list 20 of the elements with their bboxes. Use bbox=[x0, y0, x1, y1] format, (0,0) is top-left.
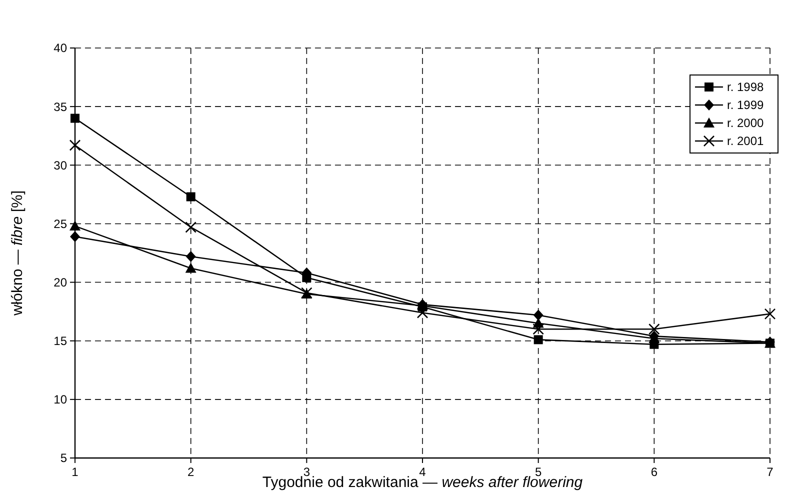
x-tick-label: 3 bbox=[303, 465, 310, 479]
y-tick-label: 20 bbox=[54, 275, 68, 290]
y-tick-label: 5 bbox=[60, 451, 68, 466]
legend-label: r. 1999 bbox=[727, 98, 764, 112]
x-tick-label: 7 bbox=[766, 465, 774, 479]
x-tick-label: 4 bbox=[419, 465, 426, 479]
y-tick-label: 40 bbox=[54, 41, 68, 56]
x-tick-label: 6 bbox=[650, 465, 658, 479]
x-tick-label: 5 bbox=[534, 465, 542, 479]
x-tick-label: 1 bbox=[72, 465, 79, 479]
x-tick-label: 2 bbox=[187, 465, 194, 479]
y-tick-label: 30 bbox=[54, 158, 68, 172]
y-tick-label: 10 bbox=[54, 392, 68, 407]
legend-label: r. 1998 bbox=[727, 80, 764, 94]
y-axis-title: włókno — fibre [%] bbox=[9, 190, 26, 317]
y-tick-label: 35 bbox=[54, 100, 68, 114]
legend-label: r. 2001 bbox=[727, 134, 764, 148]
y-tick-label: 25 bbox=[54, 216, 68, 231]
y-tick-label: 15 bbox=[54, 334, 68, 348]
legend-label: r. 2000 bbox=[727, 116, 764, 130]
